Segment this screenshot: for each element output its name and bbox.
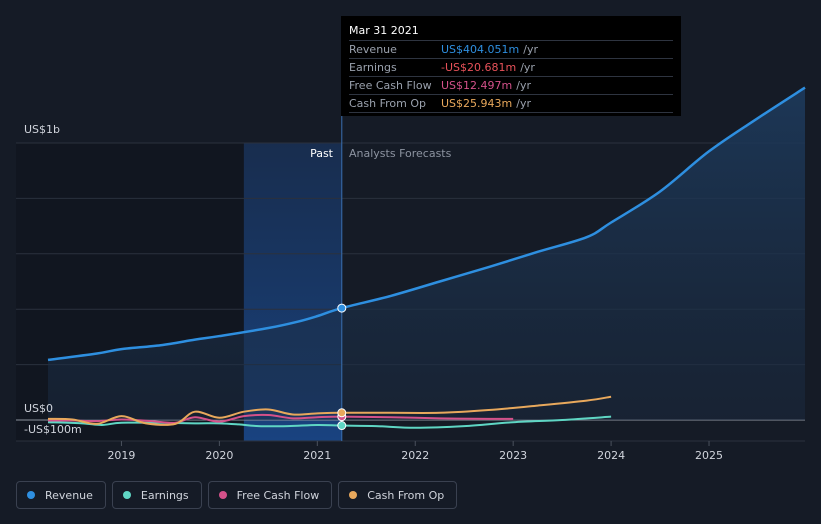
free-cash-flow-dot-icon [218, 491, 227, 499]
tooltip-label: Revenue [349, 43, 397, 56]
tooltip-date: Mar 31 2021 [349, 22, 673, 41]
x-tick-label: 2025 [695, 449, 723, 462]
earnings-dot-icon [122, 491, 131, 499]
x-tick-label: 2023 [499, 449, 527, 462]
x-tick-label: 2024 [597, 449, 625, 462]
y-label-zero: US$0 [24, 402, 53, 415]
cash-from-op-dot-icon [349, 491, 358, 499]
legend-item-cash-from-op[interactable]: Cash From Op [338, 481, 458, 509]
y-label-top: US$1b [24, 123, 60, 136]
x-tick-label: 2022 [401, 449, 429, 462]
x-tick-label: 2021 [303, 449, 331, 462]
forecast-label: Analysts Forecasts [349, 147, 452, 160]
tooltip-value: US$404.051m [441, 43, 520, 56]
tooltip-unit: /yr [516, 97, 531, 110]
tooltip-unit: /yr [520, 61, 535, 74]
legend-item-earnings[interactable]: Earnings [111, 481, 202, 509]
revenue-area [48, 87, 805, 420]
legend-item-revenue[interactable]: Revenue [16, 481, 106, 509]
series-line-earnings [47, 415, 612, 429]
tooltip-label: Cash From Op [349, 97, 427, 110]
hover-dot-earnings [337, 421, 347, 431]
hover-dots [337, 303, 347, 431]
tooltip-value: US$25.943m [441, 97, 513, 110]
series-lines [47, 86, 806, 429]
tooltip-unit: /yr [516, 79, 531, 92]
legend-label: Revenue [45, 488, 93, 502]
legend-label: Free Cash Flow [236, 488, 320, 502]
legend: Revenue Earnings Free Cash Flow Cash Fro… [16, 481, 458, 509]
tooltip-unit: /yr [523, 43, 538, 56]
tooltip-row: Free Cash Flow US$12.497m /yr [349, 77, 673, 95]
hover-dot-cash-from-op [337, 408, 347, 418]
tooltip-label: Free Cash Flow [349, 79, 432, 92]
tooltip-value: -US$20.681m [441, 61, 517, 74]
legend-item-free-cash-flow[interactable]: Free Cash Flow [207, 481, 333, 509]
tooltip: Mar 31 2021 Revenue US$404.051m /yr Earn… [341, 16, 681, 116]
tooltip-value: US$12.497m [441, 79, 513, 92]
series-line-revenue [47, 86, 806, 362]
legend-label: Earnings [140, 488, 189, 502]
x-axis: 2019 2020 2021 2022 2023 2024 2025 [107, 441, 723, 462]
revenue-dot-icon [27, 491, 35, 499]
series-line-cash-from-op [47, 395, 612, 426]
legend-label: Cash From Op [367, 488, 445, 502]
x-tick-label: 2019 [107, 449, 135, 462]
x-tick-label: 2020 [205, 449, 233, 462]
past-label: Past [310, 147, 334, 160]
tooltip-row: Revenue US$404.051m /yr [349, 41, 673, 59]
tooltip-row: Earnings -US$20.681m /yr [349, 59, 673, 77]
tooltip-row: Cash From Op US$25.943m /yr [349, 95, 673, 113]
series-line-free-cash-flow [47, 413, 514, 424]
tooltip-label: Earnings [349, 61, 397, 74]
hover-dot-revenue [337, 303, 347, 313]
y-label-bottom: -US$100m [24, 423, 82, 436]
